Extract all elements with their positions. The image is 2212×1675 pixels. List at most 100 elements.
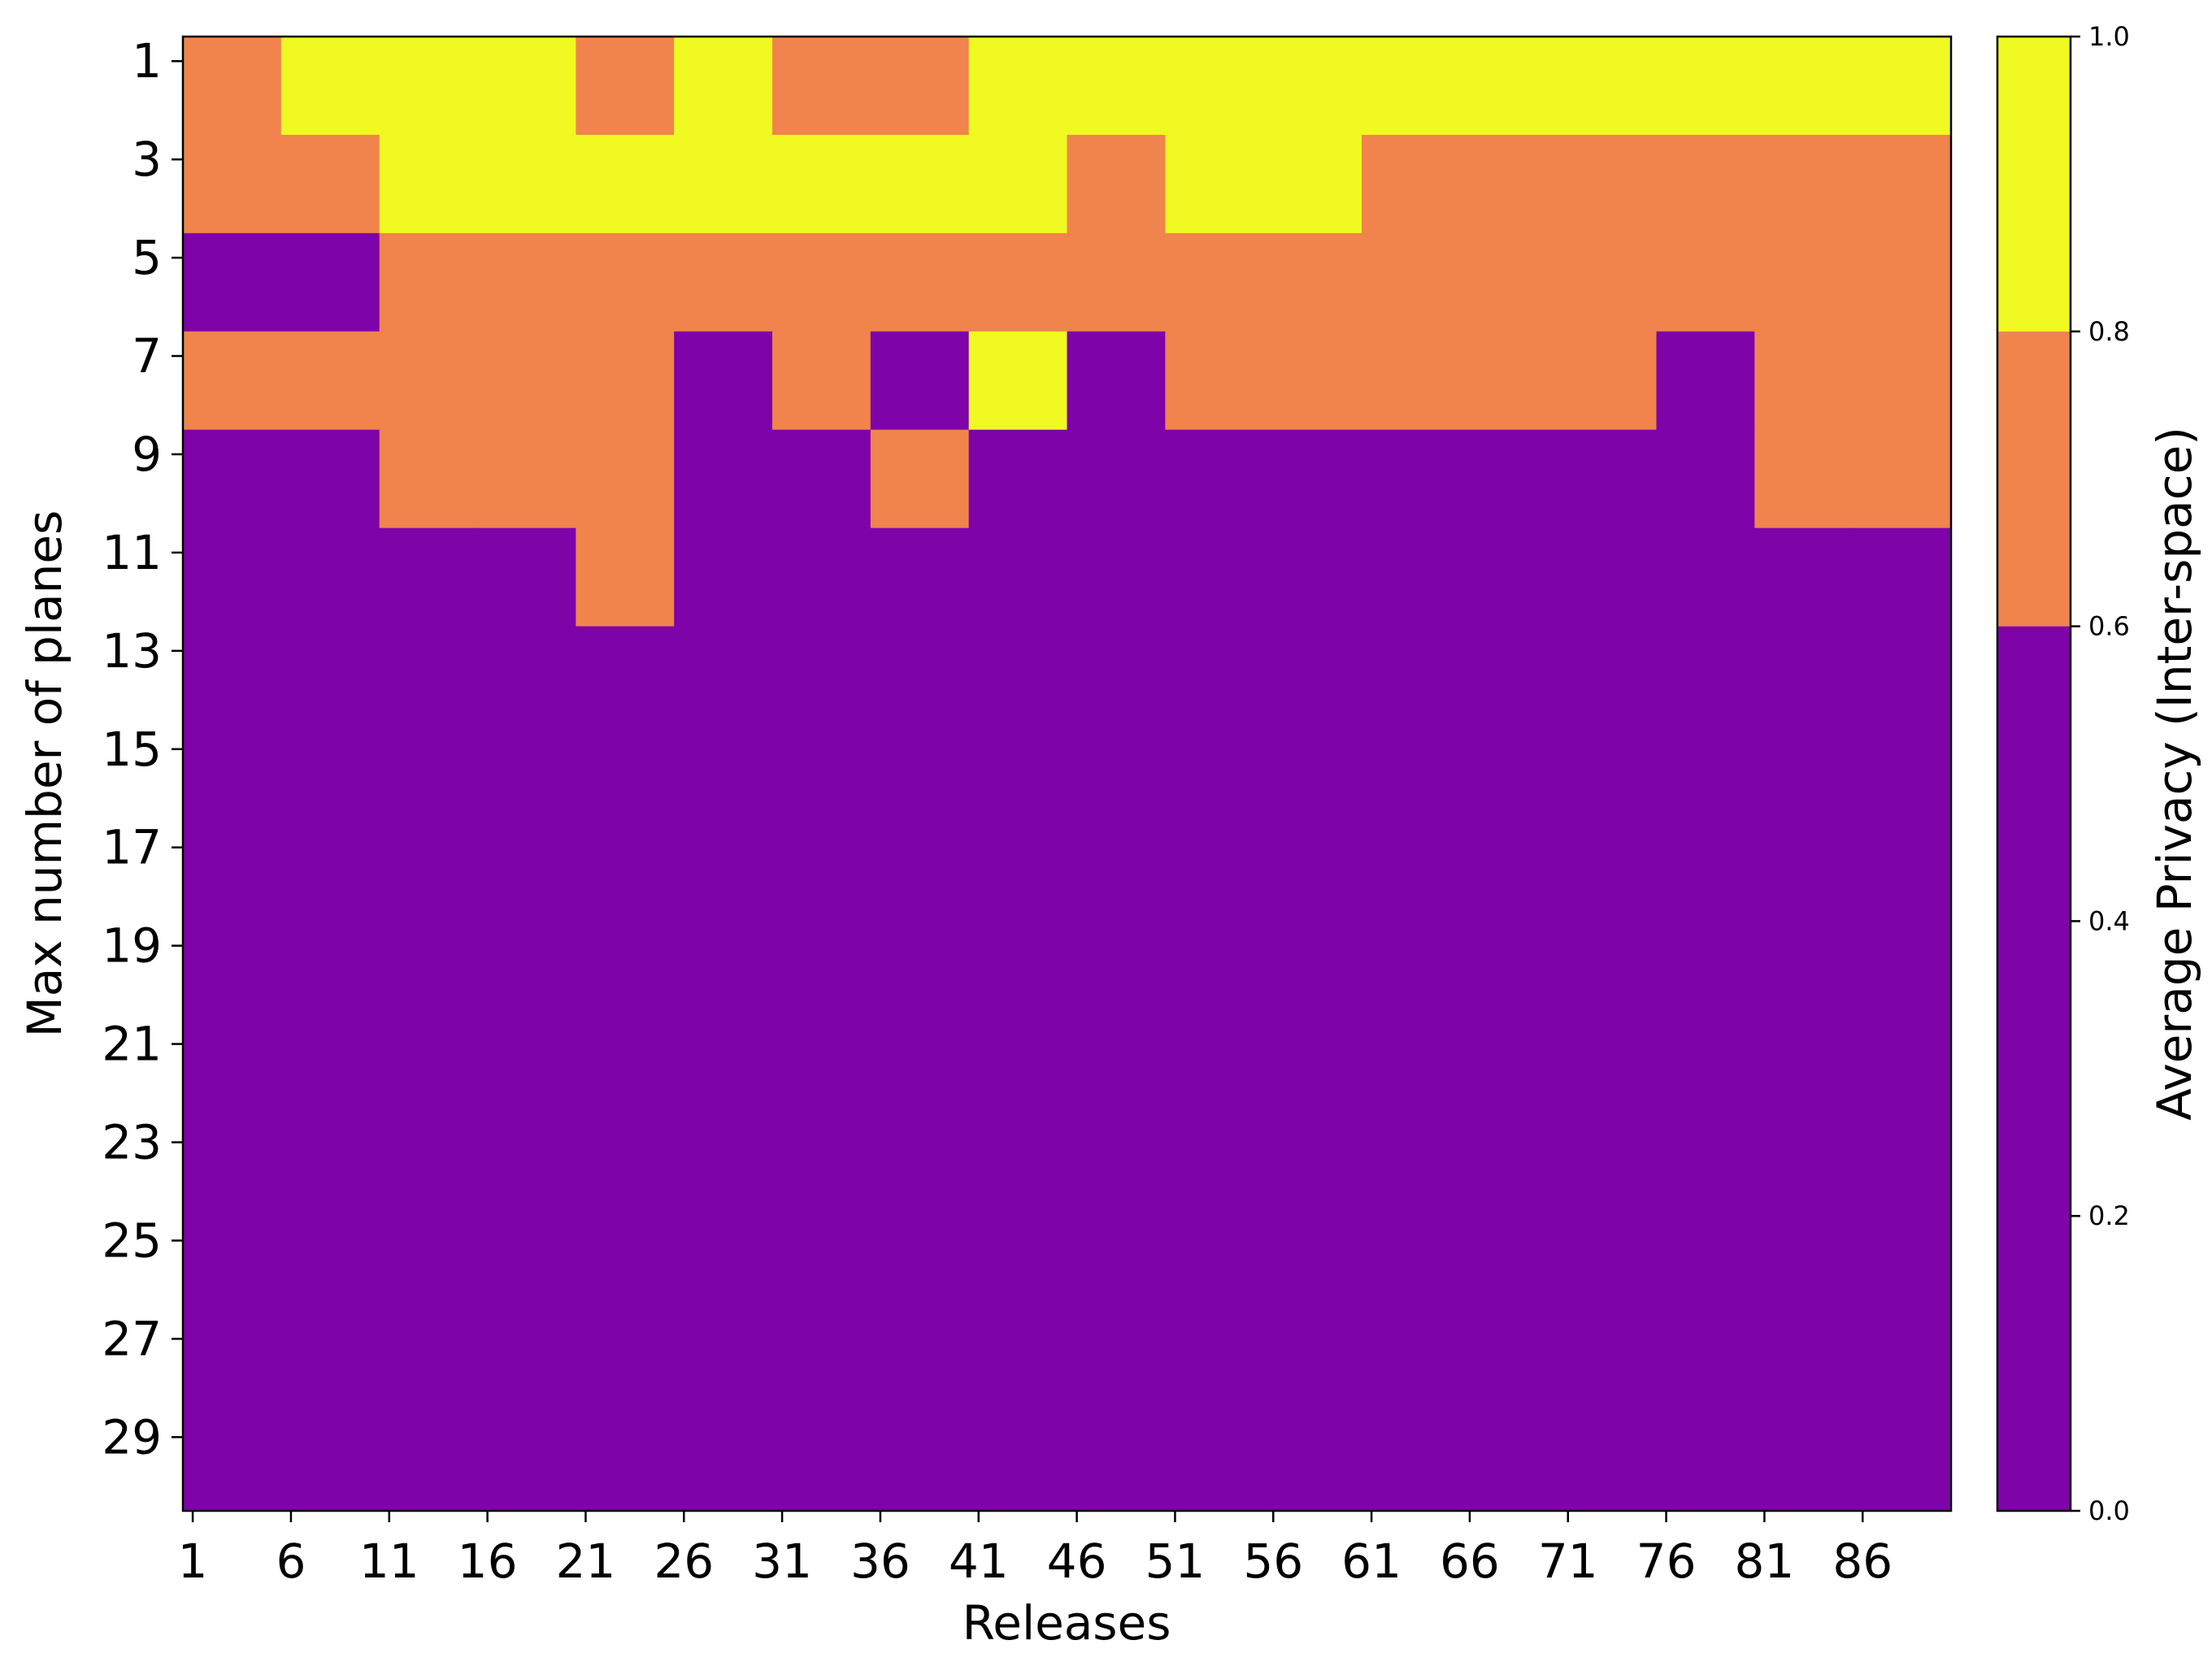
heatmap-cell xyxy=(379,1216,479,1315)
heatmap-cell xyxy=(576,134,675,234)
heatmap-cell xyxy=(1459,724,1559,824)
heatmap-cell xyxy=(1067,626,1167,726)
heatmap-cell xyxy=(1263,1019,1362,1119)
heatmap-cell xyxy=(183,331,282,431)
heatmap-cell xyxy=(576,822,675,922)
heatmap-cell xyxy=(1459,232,1559,332)
heatmap-cell xyxy=(576,232,675,332)
heatmap-cell xyxy=(280,626,380,726)
heatmap-cell xyxy=(870,724,970,824)
heatmap-cell xyxy=(280,1412,380,1512)
heatmap-cell xyxy=(1459,822,1559,922)
colorbar-tick-label: 1.0 xyxy=(2088,21,2130,52)
x-tick-label: 16 xyxy=(458,1534,518,1589)
heatmap-cell xyxy=(1558,1216,1658,1315)
heatmap-cell xyxy=(1656,429,1756,529)
heatmap-cell xyxy=(1558,134,1658,234)
heatmap-cell xyxy=(772,822,871,922)
heatmap-cell xyxy=(1165,1216,1264,1315)
y-tick-label: 29 xyxy=(102,1409,162,1465)
heatmap-cell xyxy=(772,1117,871,1217)
heatmap-cell xyxy=(1067,134,1167,234)
heatmap-cell xyxy=(1362,724,1461,824)
heatmap-cell xyxy=(1067,232,1167,332)
heatmap-cell xyxy=(1165,1019,1264,1119)
heatmap-cell xyxy=(1656,921,1756,1021)
heatmap-cell xyxy=(772,626,871,726)
y-tick-label: 21 xyxy=(102,1017,162,1072)
heatmap-cell xyxy=(183,1117,282,1217)
heatmap-cell xyxy=(1459,37,1559,136)
heatmap-cell xyxy=(280,822,380,922)
heatmap-cell xyxy=(968,331,1068,431)
heatmap-cell xyxy=(477,331,577,431)
y-tick-label: 17 xyxy=(102,820,162,875)
heatmap-cell xyxy=(1362,1314,1461,1413)
heatmap-cell xyxy=(1459,1019,1559,1119)
heatmap-cell xyxy=(674,1314,773,1413)
heatmap-cell xyxy=(772,921,871,1021)
heatmap-cell xyxy=(870,1019,970,1119)
heatmap-cell xyxy=(968,429,1068,529)
heatmap-cell xyxy=(1362,331,1461,431)
colorbar xyxy=(1997,37,2071,1511)
heatmap-cell xyxy=(477,232,577,332)
heatmap-cell xyxy=(870,134,970,234)
heatmap-cell xyxy=(280,331,380,431)
x-tick-label: 11 xyxy=(359,1534,419,1589)
x-tick-label: 6 xyxy=(276,1534,306,1589)
heatmap-cell xyxy=(280,37,380,136)
heatmap-cell xyxy=(1362,1117,1461,1217)
heatmap-cell xyxy=(183,1412,282,1512)
y-tick-label: 5 xyxy=(132,230,162,285)
heatmap-cell xyxy=(379,232,479,332)
x-tick-label: 61 xyxy=(1341,1534,1402,1589)
heatmap-cell xyxy=(379,527,479,627)
heatmap-cell xyxy=(968,921,1068,1021)
heatmap-cell xyxy=(1263,527,1362,627)
heatmap-cell xyxy=(772,1216,871,1315)
heatmap-cell xyxy=(1754,134,1853,234)
heatmap-cell xyxy=(968,527,1068,627)
heatmap-cell xyxy=(576,724,675,824)
heatmap-cell xyxy=(968,1314,1068,1413)
colorbar-tick-label: 0.4 xyxy=(2088,905,2130,936)
heatmap-cell xyxy=(379,1117,479,1217)
heatmap-cell xyxy=(1853,724,1952,824)
heatmap-cell xyxy=(1263,1216,1362,1315)
heatmap-cell xyxy=(477,1019,577,1119)
heatmap-cell xyxy=(183,1019,282,1119)
heatmap-cell xyxy=(1558,1117,1658,1217)
heatmap-cell xyxy=(1656,724,1756,824)
heatmap-cell xyxy=(183,37,282,136)
y-tick-label: 9 xyxy=(132,427,162,482)
heatmap-cell xyxy=(183,134,282,234)
heatmap-cell xyxy=(674,822,773,922)
heatmap-cell xyxy=(674,921,773,1021)
x-tick-label: 41 xyxy=(949,1534,1009,1589)
heatmap-cell xyxy=(1656,1412,1756,1512)
heatmap-cell xyxy=(1067,331,1167,431)
heatmap-cell xyxy=(1754,232,1853,332)
heatmap-cell xyxy=(183,724,282,824)
heatmap-cell xyxy=(1459,134,1559,234)
heatmap-cell xyxy=(183,1216,282,1315)
heatmap-cell xyxy=(379,37,479,136)
heatmap-cell xyxy=(1263,724,1362,824)
heatmap-cell xyxy=(379,921,479,1021)
y-tick-label: 25 xyxy=(102,1213,162,1268)
heatmap-cell xyxy=(772,429,871,529)
heatmap-cell xyxy=(1459,921,1559,1021)
heatmap-cell xyxy=(1754,1314,1853,1413)
heatmap-cell xyxy=(772,1019,871,1119)
heatmap-cell xyxy=(576,331,675,431)
heatmap-cell xyxy=(674,1412,773,1512)
heatmap-cell xyxy=(576,1412,675,1512)
heatmap-cell xyxy=(1853,921,1952,1021)
heatmap-cell xyxy=(183,822,282,922)
heatmap-cell xyxy=(1853,37,1952,136)
heatmap-cell xyxy=(576,921,675,1021)
heatmap-cell xyxy=(674,1216,773,1315)
heatmap-cell xyxy=(870,1117,970,1217)
heatmap-cell xyxy=(1263,1412,1362,1512)
